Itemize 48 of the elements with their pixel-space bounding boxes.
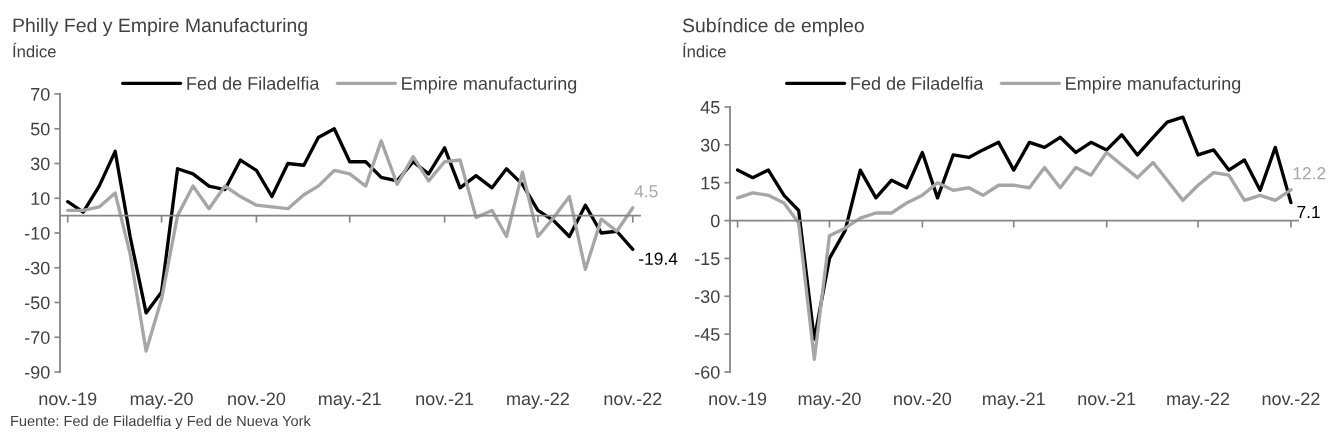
- y-tick-label: 30: [700, 138, 720, 152]
- legend-label: Fed de Filadelfia: [187, 76, 320, 90]
- x-tick-label: nov.-21: [416, 392, 474, 406]
- chart-title: Subíndice de empleo: [682, 17, 864, 37]
- legend-label: Fed de Filadelfia: [851, 76, 984, 90]
- y-tick-label: 50: [30, 122, 50, 136]
- chart-title: Philly Fed y Empire Manufacturing: [13, 17, 307, 37]
- x-tick-label: nov.-19: [709, 392, 767, 406]
- line-series: [66, 127, 635, 315]
- data-label: -19.4: [639, 252, 678, 265]
- y-tick-label: -60: [694, 365, 720, 379]
- line-series: [735, 115, 1293, 341]
- y-tick-label: -70: [24, 331, 50, 344]
- legend-label: Empire manufacturing: [402, 76, 577, 94]
- data-label: 4.5: [634, 185, 658, 198]
- chart-subtitle: Índice: [13, 42, 56, 58]
- y-tick-label: 0: [710, 214, 720, 228]
- x-tick-label: nov.-21: [1078, 392, 1136, 406]
- y-tick-label: -45: [694, 328, 720, 341]
- y-tick-label: 10: [31, 192, 50, 205]
- x-tick-label: may.-21: [319, 392, 381, 409]
- y-tick-label: 45: [700, 101, 720, 114]
- y-tick-label: -30: [694, 290, 720, 304]
- y-tick-label: -30: [24, 261, 50, 275]
- x-tick-label: nov.-19: [39, 392, 97, 406]
- chart-subtitle: Índice: [683, 42, 726, 58]
- y-tick-label: 70: [31, 87, 50, 101]
- x-tick-label: may.-22: [1167, 392, 1230, 409]
- y-tick-label: -50: [24, 296, 50, 310]
- x-tick-label: may.-22: [507, 392, 569, 409]
- x-tick-label: nov.-22: [1262, 392, 1320, 406]
- y-tick-label: -10: [24, 226, 50, 240]
- line-series: [66, 139, 635, 353]
- y-tick-label: 30: [30, 157, 50, 171]
- data-label: 12.2: [1293, 167, 1326, 180]
- x-tick-label: nov.-20: [228, 392, 286, 406]
- source-note: Fuente: Fed de Filadelfia y Fed de Nueva York: [11, 415, 311, 429]
- y-tick-label: -15: [694, 252, 720, 266]
- y-tick-label: 15: [701, 176, 720, 190]
- data-label: 7.1: [1297, 206, 1320, 219]
- line-series: [735, 150, 1293, 362]
- x-tick-label: may.-20: [130, 392, 193, 409]
- legend-label: Empire manufacturing: [1066, 76, 1241, 94]
- x-tick-label: nov.-20: [894, 392, 952, 406]
- y-tick-label: -90: [24, 365, 50, 379]
- x-tick-label: may.-20: [798, 392, 861, 409]
- x-tick-label: may.-21: [983, 392, 1045, 409]
- x-tick-label: nov.-22: [604, 392, 662, 406]
